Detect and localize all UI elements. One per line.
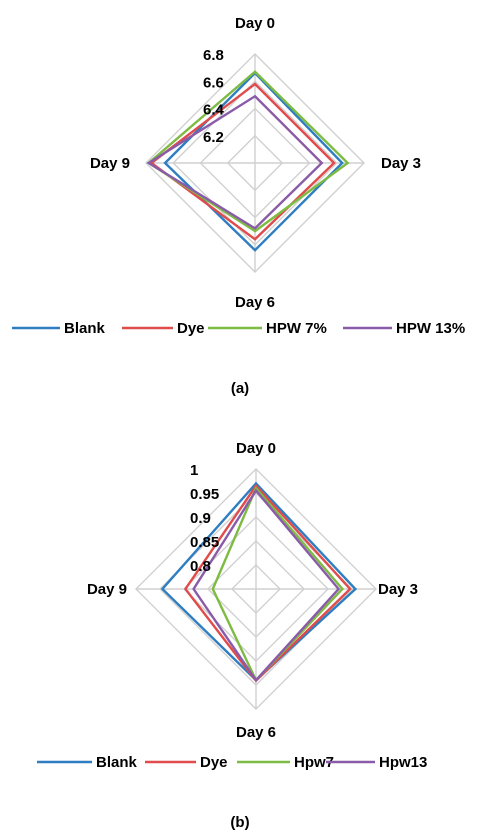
axis-label-day-6: Day 6 [235, 294, 275, 311]
axis-label-day-3: Day 3 [378, 581, 418, 598]
axis-label-day-3: Day 3 [381, 155, 421, 172]
radar-chart-a: 6.2 6.4 6.6 6.8 Day 0 Day 3 Day 6 Day 9 Blank Dye… [12, 15, 465, 397]
tick-label: 6.2 [203, 129, 224, 146]
legend-label-1: Blank [96, 754, 138, 771]
axis-label-day-9: Day 9 [90, 155, 130, 172]
axis-label-day-9: Day 9 [87, 581, 127, 598]
axis-label-day-6: Day 6 [236, 724, 276, 741]
radar-chart-b: 0.8 0.85 0.9 0.95 1 Day 0 Day 3 Day 6 Day 9 Blank… [37, 440, 427, 831]
tick-label: 6.4 [203, 102, 225, 119]
tick-label: 0.8 [190, 558, 211, 575]
tick-label: 6.6 [203, 74, 224, 91]
tick-label: 1 [190, 462, 198, 479]
tick-label: 6.8 [203, 47, 224, 64]
axis-label-day-0: Day 0 [236, 440, 276, 457]
series-polygon-2 [149, 82, 336, 241]
legend-label-2: Dye [177, 320, 205, 337]
series-polygon-4 [192, 488, 341, 683]
legend-label-2: Dye [200, 754, 228, 771]
series-polygon-1 [163, 71, 344, 252]
tick-label: 0.85 [190, 534, 219, 551]
legend-label-4: Hpw13 [379, 754, 427, 771]
series-polygon-3 [146, 70, 350, 233]
tick-label: 0.9 [190, 510, 211, 527]
panel-label: (a) [231, 380, 249, 397]
legend-label-3: Hpw7 [294, 754, 334, 771]
legend-label-3: HPW 7% [266, 320, 327, 337]
axis-label-day-0: Day 0 [235, 15, 275, 32]
series-polygon-4 [146, 94, 324, 230]
panel-label: (b) [230, 814, 249, 831]
tick-label: 0.95 [190, 486, 219, 503]
legend-label-4: HPW 13% [396, 320, 465, 337]
legend-label-1: Blank [64, 320, 106, 337]
